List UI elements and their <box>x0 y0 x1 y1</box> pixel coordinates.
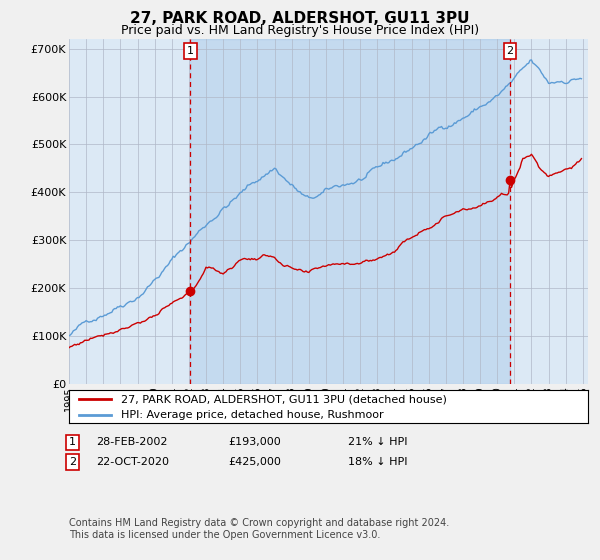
Text: 27, PARK ROAD, ALDERSHOT, GU11 3PU: 27, PARK ROAD, ALDERSHOT, GU11 3PU <box>130 11 470 26</box>
Text: 2: 2 <box>506 46 514 56</box>
Text: HPI: Average price, detached house, Rushmoor: HPI: Average price, detached house, Rush… <box>121 410 383 419</box>
Text: 1: 1 <box>69 437 76 447</box>
Text: 2: 2 <box>69 457 76 467</box>
Text: £425,000: £425,000 <box>228 457 281 467</box>
Text: Contains HM Land Registry data © Crown copyright and database right 2024.
This d: Contains HM Land Registry data © Crown c… <box>69 518 449 540</box>
Text: 22-OCT-2020: 22-OCT-2020 <box>96 457 169 467</box>
Bar <box>190 39 510 384</box>
Text: 28-FEB-2002: 28-FEB-2002 <box>96 437 167 447</box>
Text: £193,000: £193,000 <box>228 437 281 447</box>
Text: 1: 1 <box>187 46 194 56</box>
Text: 27, PARK ROAD, ALDERSHOT, GU11 3PU (detached house): 27, PARK ROAD, ALDERSHOT, GU11 3PU (deta… <box>121 394 447 404</box>
Text: 18% ↓ HPI: 18% ↓ HPI <box>348 457 407 467</box>
Text: Price paid vs. HM Land Registry's House Price Index (HPI): Price paid vs. HM Land Registry's House … <box>121 24 479 36</box>
Text: 21% ↓ HPI: 21% ↓ HPI <box>348 437 407 447</box>
